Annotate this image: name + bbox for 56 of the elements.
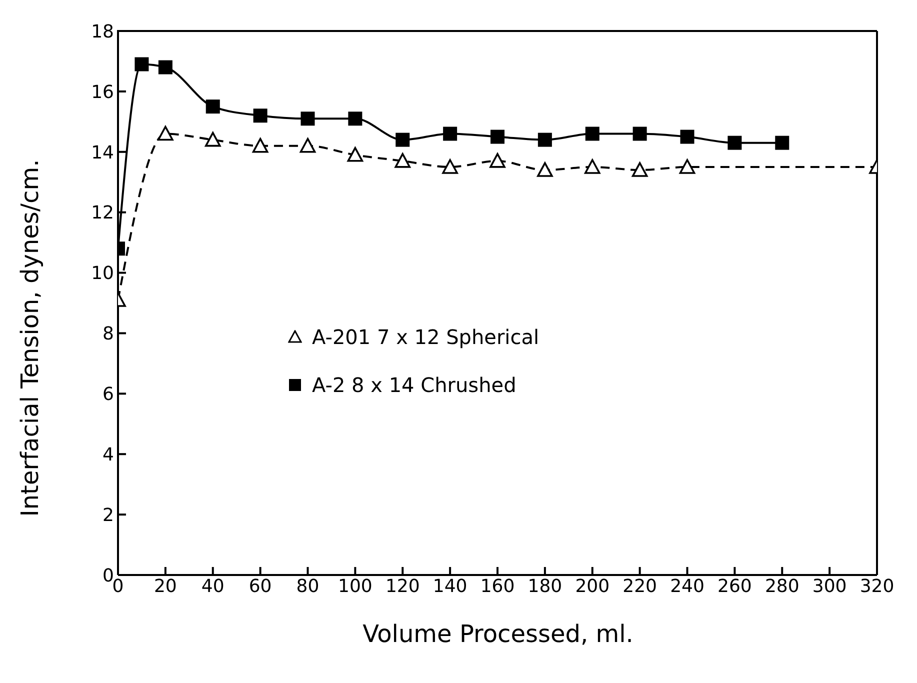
point — [442, 159, 458, 174]
y-tick-label: 12 — [91, 202, 114, 224]
x-tick-label: 20 — [154, 576, 177, 597]
x-tick-label: 140 — [432, 576, 468, 597]
x-tick-label: 60 — [248, 576, 272, 597]
point — [204, 132, 221, 147]
point — [728, 136, 742, 150]
point — [490, 153, 506, 168]
x-tick-label: 100 — [338, 576, 372, 597]
point — [632, 126, 647, 141]
y-tick-label: 18 — [91, 21, 114, 42]
x-tick-label: 80 — [296, 576, 320, 597]
y-axis-title: Interfacial Tension, dynes/cm. — [16, 159, 44, 517]
x-tick-label: 280 — [764, 576, 800, 597]
point — [348, 112, 362, 126]
point — [680, 130, 694, 144]
point — [538, 132, 552, 147]
x-tick-label: 320 — [860, 576, 894, 597]
point — [134, 57, 149, 72]
x-tick-label: 240 — [670, 576, 704, 597]
x-tick-label: 200 — [575, 576, 610, 597]
x-tick-label: 40 — [201, 576, 224, 597]
point — [679, 159, 696, 174]
x-tick-label: 300 — [812, 576, 847, 597]
y-tick-label: 8 — [102, 324, 114, 345]
point — [300, 112, 315, 126]
point — [585, 126, 600, 141]
point — [253, 108, 268, 123]
y-tick-label: 2 — [102, 504, 114, 526]
point — [158, 60, 172, 74]
point — [396, 132, 410, 147]
y-tick-label: 10 — [91, 263, 114, 284]
y-tick-label: 14 — [91, 142, 114, 164]
point — [300, 138, 316, 153]
legend-label: A-201 7 x 12 Spherical — [312, 324, 540, 351]
point — [632, 162, 648, 177]
y-tick-label: 6 — [102, 384, 114, 406]
x-tick-label: 160 — [480, 576, 515, 597]
point — [347, 147, 364, 162]
y-tick-label: 16 — [91, 82, 114, 103]
x-axis-title: Volume Processed, ml. — [362, 620, 634, 648]
point — [584, 159, 600, 174]
legend-label: A-2 8 x 14 Chrushed — [312, 372, 516, 399]
point — [490, 130, 504, 144]
x-tick-label: 180 — [528, 576, 562, 597]
point — [394, 153, 411, 168]
point — [252, 138, 268, 153]
x-tick-label: 260 — [718, 576, 752, 597]
point — [206, 100, 220, 114]
y-tick-label: 4 — [102, 444, 114, 466]
point — [775, 136, 790, 150]
point — [537, 162, 553, 177]
point — [158, 126, 174, 141]
point — [443, 126, 458, 141]
x-tick-label: 220 — [622, 576, 657, 597]
x-tick-label: 120 — [385, 576, 420, 597]
